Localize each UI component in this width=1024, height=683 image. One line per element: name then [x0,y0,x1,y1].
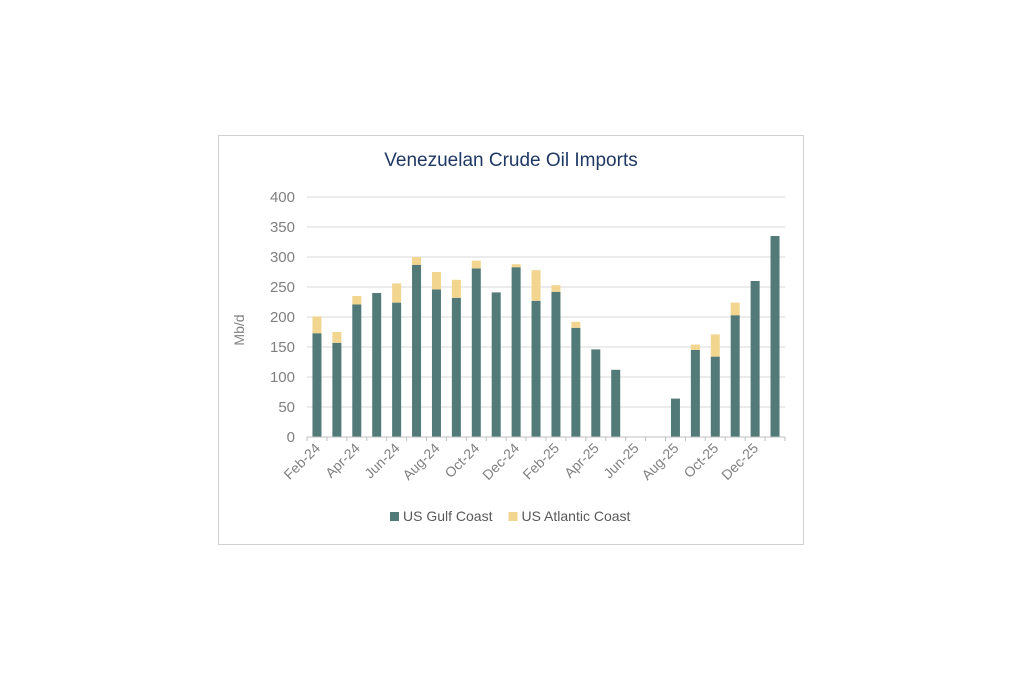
x-tick-label: Jun-25 [600,440,642,482]
bar-gulf-coast [690,350,700,437]
y-tick-label: 350 [270,219,295,236]
bar-gulf-coast [730,315,740,437]
x-tick-label: Apr-24 [322,440,363,481]
bar-atlantic-coast [730,302,740,316]
bars [312,236,780,437]
bar-gulf-coast [471,268,481,437]
bar-atlantic-coast [690,344,700,350]
bar-atlantic-coast [312,316,322,334]
bar-gulf-coast [531,300,541,437]
y-tick-label: 400 [270,189,295,206]
bar-gulf-coast [571,327,581,437]
bar-gulf-coast [392,302,402,437]
legend-atlantic-coast-swatch [508,512,518,521]
bar-atlantic-coast [451,279,461,298]
bar-gulf-coast [591,349,601,437]
y-tick-label: 100 [270,369,295,386]
bar-gulf-coast [710,356,720,437]
gridlines [307,196,785,408]
bar-gulf-coast [770,236,780,437]
bar-gulf-coast [451,297,461,437]
bar-gulf-coast [551,291,561,437]
x-tick-label: Dec-25 [718,440,761,483]
bar-atlantic-coast [412,257,422,265]
legend-gulf-coast-label: US Gulf Coast [403,508,493,524]
bar-atlantic-coast [352,296,362,305]
bar-atlantic-coast [511,264,521,268]
x-tick-label: Feb-24 [280,440,323,483]
y-tick-label: 50 [278,399,295,416]
x-tick-label: Aug-24 [399,440,442,483]
bar-atlantic-coast [551,285,561,292]
legend: US Gulf Coast US Atlantic Coast [390,508,631,524]
bar-atlantic-coast [431,272,441,290]
bar-gulf-coast [491,292,501,437]
y-tick-label: 0 [287,429,295,446]
bar-atlantic-coast [710,334,720,357]
bar-atlantic-coast [332,332,342,343]
bar-gulf-coast [431,289,441,437]
legend-atlantic-coast-label: US Atlantic Coast [521,508,630,524]
bar-gulf-coast [312,333,322,437]
bar-gulf-coast [372,293,382,437]
x-tick-label: Jun-24 [361,440,403,482]
x-tick-label: Oct-25 [680,440,721,481]
chart-title: Venezuelan Crude Oil Imports [384,150,638,171]
bar-gulf-coast [670,398,680,437]
x-tick-label: Dec-24 [479,440,522,483]
bar-gulf-coast [750,281,760,437]
bar-gulf-coast [412,264,422,437]
bar-atlantic-coast [531,270,541,301]
axes: 050100150200250300350400Feb-24Apr-24Jun-… [270,189,786,483]
y-tick-label: 250 [270,279,295,296]
y-axis-label: Mb/d [231,314,247,345]
y-tick-label: 300 [270,249,295,266]
legend-gulf-coast-swatch [390,512,399,521]
bar-atlantic-coast [392,283,402,303]
bar-gulf-coast [332,342,342,437]
x-tick-label: Oct-24 [441,440,482,481]
bar-gulf-coast [611,369,621,437]
x-tick-label: Feb-25 [519,440,562,483]
bar-atlantic-coast [571,321,581,328]
y-tick-label: 200 [270,309,295,326]
x-tick-label: Apr-25 [561,440,602,481]
y-tick-label: 150 [270,339,295,356]
x-tick-label: Aug-25 [638,440,681,483]
bar-gulf-coast [352,304,362,437]
bar-atlantic-coast [471,260,481,269]
bar-gulf-coast [511,267,521,437]
